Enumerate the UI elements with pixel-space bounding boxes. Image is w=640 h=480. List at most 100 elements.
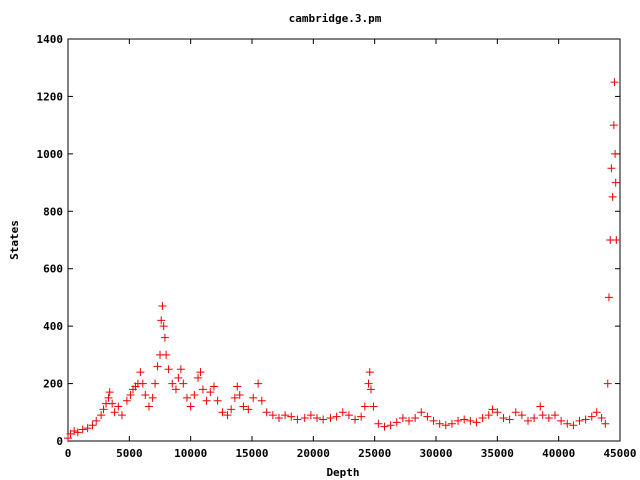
data-point bbox=[274, 414, 283, 423]
data-point bbox=[603, 379, 612, 388]
data-point bbox=[176, 365, 185, 374]
data-point bbox=[171, 385, 180, 394]
data-point bbox=[488, 405, 497, 414]
data-point bbox=[610, 78, 619, 87]
y-tick-label: 400 bbox=[43, 320, 63, 333]
data-point bbox=[83, 424, 92, 433]
data-point bbox=[493, 408, 502, 417]
data-point bbox=[262, 408, 271, 417]
data-point bbox=[196, 368, 205, 377]
data-point bbox=[206, 388, 215, 397]
data-point bbox=[581, 415, 590, 424]
x-tick-label: 20000 bbox=[297, 447, 330, 460]
data-point bbox=[550, 411, 559, 420]
y-axis-label: States bbox=[8, 220, 21, 260]
data-point bbox=[108, 399, 117, 408]
y-tick-label: 1400 bbox=[37, 33, 64, 46]
data-point bbox=[239, 402, 248, 411]
data-point bbox=[429, 416, 438, 425]
data-point bbox=[405, 416, 414, 425]
data-point bbox=[536, 402, 545, 411]
data-point bbox=[306, 411, 315, 420]
data-point bbox=[612, 236, 621, 244]
data-point bbox=[190, 391, 199, 400]
data-point bbox=[374, 419, 383, 428]
data-point bbox=[608, 192, 617, 201]
y-tick-label: 800 bbox=[43, 205, 63, 218]
data-point bbox=[105, 388, 114, 397]
data-point bbox=[257, 396, 266, 405]
data-point bbox=[587, 412, 596, 421]
x-tick-label: 30000 bbox=[419, 447, 452, 460]
data-point bbox=[144, 402, 153, 411]
data-point bbox=[441, 421, 450, 430]
data-point bbox=[235, 391, 244, 400]
data-point bbox=[530, 414, 539, 423]
data-point bbox=[597, 414, 606, 423]
data-point bbox=[122, 396, 131, 405]
data-point bbox=[575, 416, 584, 425]
y-tick-label: 1200 bbox=[37, 90, 64, 103]
data-point bbox=[287, 412, 296, 421]
data-point bbox=[435, 419, 444, 428]
data-point bbox=[517, 411, 526, 420]
data-point bbox=[499, 414, 508, 423]
data-point bbox=[104, 393, 113, 402]
axis-ticks: 0 5000 10000 15000 20000 25000 30000 35000 40000… bbox=[37, 33, 637, 460]
data-point bbox=[607, 164, 616, 173]
x-axis-label: Depth bbox=[326, 466, 359, 479]
data-point bbox=[460, 415, 469, 424]
data-point bbox=[227, 405, 236, 414]
data-point bbox=[544, 414, 553, 423]
data-point bbox=[300, 414, 309, 423]
data-points bbox=[64, 78, 621, 443]
data-point bbox=[386, 421, 395, 430]
data-point bbox=[351, 415, 360, 424]
data-point bbox=[151, 379, 160, 388]
data-point bbox=[162, 350, 171, 359]
data-point bbox=[344, 411, 353, 420]
y-tick-label: 0 bbox=[56, 435, 63, 448]
data-point bbox=[153, 362, 162, 371]
data-point bbox=[141, 391, 150, 400]
data-point bbox=[505, 415, 514, 424]
data-point bbox=[609, 121, 618, 130]
x-tick-label: 0 bbox=[65, 447, 72, 460]
data-point bbox=[136, 368, 145, 377]
data-point bbox=[380, 422, 389, 431]
data-point bbox=[611, 178, 620, 187]
data-point bbox=[557, 416, 566, 425]
data-point bbox=[126, 391, 135, 400]
data-point bbox=[174, 373, 183, 382]
data-point bbox=[148, 393, 157, 402]
data-point bbox=[484, 411, 493, 420]
data-point bbox=[417, 408, 426, 417]
x-tick-label: 40000 bbox=[542, 447, 575, 460]
y-tick-label: 1000 bbox=[37, 148, 64, 161]
data-point bbox=[168, 379, 177, 388]
data-point bbox=[160, 333, 169, 342]
data-point bbox=[209, 382, 218, 391]
data-point bbox=[202, 396, 211, 405]
x-tick-label: 35000 bbox=[481, 447, 514, 460]
data-point bbox=[326, 414, 335, 423]
data-point bbox=[182, 393, 191, 402]
data-point bbox=[365, 368, 374, 377]
data-point bbox=[92, 416, 101, 425]
data-point bbox=[110, 408, 119, 417]
data-point bbox=[218, 408, 227, 417]
data-point bbox=[611, 149, 620, 158]
data-point bbox=[366, 385, 375, 394]
data-point bbox=[244, 405, 253, 414]
data-point bbox=[88, 421, 97, 430]
data-point bbox=[254, 379, 263, 388]
x-tick-label: 25000 bbox=[358, 447, 391, 460]
data-point bbox=[157, 316, 166, 325]
x-tick-label: 10000 bbox=[174, 447, 207, 460]
data-point bbox=[338, 408, 347, 417]
data-point bbox=[73, 428, 82, 437]
data-point bbox=[511, 408, 520, 417]
y-tick-label: 200 bbox=[43, 378, 63, 391]
data-point bbox=[538, 411, 547, 420]
data-point bbox=[360, 402, 369, 411]
